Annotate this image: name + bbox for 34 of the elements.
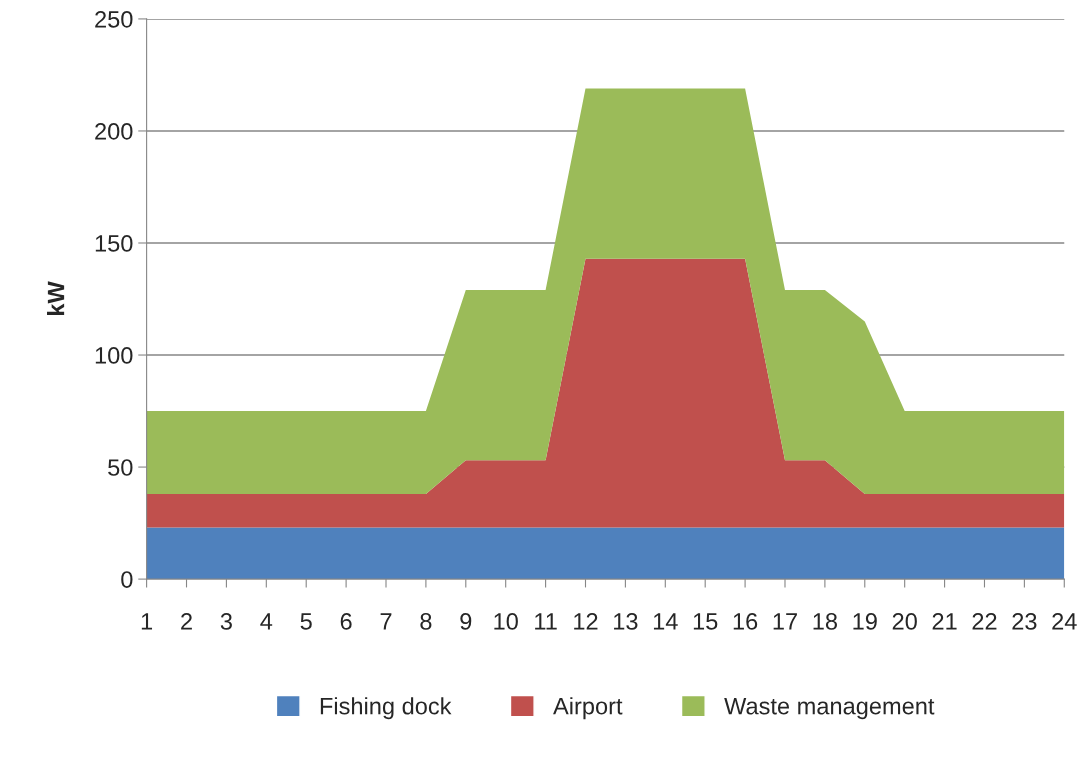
x-tick-label: 19 bbox=[853, 613, 877, 630]
legend-label: Fishing dock bbox=[320, 697, 452, 720]
x-tick-label: 6 bbox=[340, 613, 352, 630]
x-tick-label: 4 bbox=[260, 613, 273, 630]
x-tick-label: 1 bbox=[141, 613, 153, 630]
y-tick-label: 50 bbox=[108, 459, 133, 476]
x-tick-label: 13 bbox=[614, 613, 638, 630]
x-tick-label: 3 bbox=[220, 613, 232, 630]
x-tick-label: 2 bbox=[181, 613, 192, 630]
x-tick-label: 10 bbox=[494, 613, 518, 630]
x-tick-label: 7 bbox=[380, 613, 392, 630]
y-axis-title: kW bbox=[47, 281, 65, 316]
x-tick-label: 20 bbox=[892, 613, 917, 630]
x-tick-label: 18 bbox=[813, 613, 837, 630]
x-tick-label: 8 bbox=[420, 613, 432, 630]
y-tick-label: 0 bbox=[121, 571, 133, 588]
y-tick-label: 200 bbox=[95, 123, 133, 140]
x-tick-label: 15 bbox=[693, 613, 718, 630]
x-tick-label: 24 bbox=[1052, 613, 1077, 630]
x-tick-label: 5 bbox=[300, 613, 312, 630]
y-tick-label: 100 bbox=[95, 347, 133, 364]
x-tick-label: 9 bbox=[460, 613, 472, 630]
x-tick-label: 21 bbox=[932, 613, 957, 630]
x-tick-label: 12 bbox=[574, 613, 598, 630]
legend-label: Waste management bbox=[724, 697, 935, 720]
x-tick-label: 22 bbox=[972, 613, 997, 630]
x-tick-label: 14 bbox=[653, 613, 678, 630]
x-tick-label: 23 bbox=[1012, 613, 1037, 630]
legend-label: Airport bbox=[553, 697, 623, 720]
y-tick-label: 150 bbox=[95, 235, 133, 252]
y-tick-label: 250 bbox=[95, 10, 133, 28]
x-tick-label: 11 bbox=[535, 613, 557, 630]
x-tick-label: 16 bbox=[733, 613, 758, 630]
x-tick-label: 17 bbox=[773, 613, 797, 630]
